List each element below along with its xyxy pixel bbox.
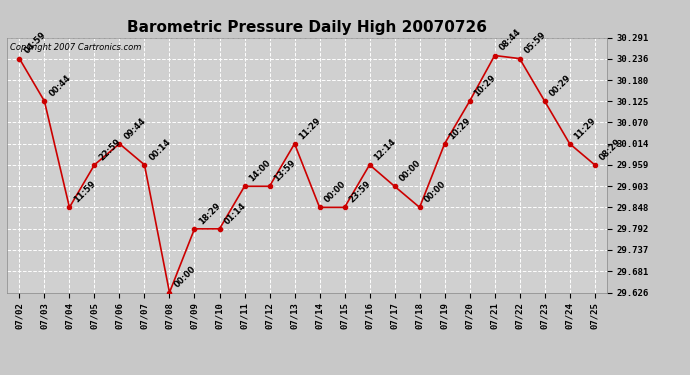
Text: 00:00: 00:00 [397, 159, 422, 183]
Text: 00:00: 00:00 [422, 180, 447, 205]
Text: 09:44: 09:44 [122, 116, 148, 141]
Text: 12:14: 12:14 [373, 136, 397, 162]
Text: 01:14: 01:14 [222, 201, 248, 226]
Text: 00:00: 00:00 [172, 265, 197, 290]
Text: 00:14: 00:14 [147, 137, 172, 162]
Text: 00:29: 00:29 [547, 73, 573, 98]
Text: 13:59: 13:59 [273, 158, 297, 183]
Text: 14:00: 14:00 [247, 158, 273, 183]
Title: Barometric Pressure Daily High 20070726: Barometric Pressure Daily High 20070726 [127, 20, 487, 35]
Text: 00:00: 00:00 [322, 180, 347, 205]
Text: 00:44: 00:44 [47, 73, 72, 98]
Text: 05:59: 05:59 [522, 31, 548, 56]
Text: 10:29: 10:29 [447, 116, 473, 141]
Text: 11:29: 11:29 [573, 116, 598, 141]
Text: 23:59: 23:59 [347, 179, 373, 205]
Text: 04:59: 04:59 [22, 31, 48, 56]
Text: Copyright 2007 Cartronics.com: Copyright 2007 Cartronics.com [10, 43, 141, 52]
Text: 22:59: 22:59 [97, 137, 123, 162]
Text: 18:29: 18:29 [197, 201, 222, 226]
Text: 11:59: 11:59 [72, 179, 97, 205]
Text: 10:29: 10:29 [473, 73, 497, 98]
Text: 11:29: 11:29 [297, 116, 323, 141]
Text: 08:29: 08:29 [598, 137, 622, 162]
Text: 08:44: 08:44 [497, 27, 522, 53]
